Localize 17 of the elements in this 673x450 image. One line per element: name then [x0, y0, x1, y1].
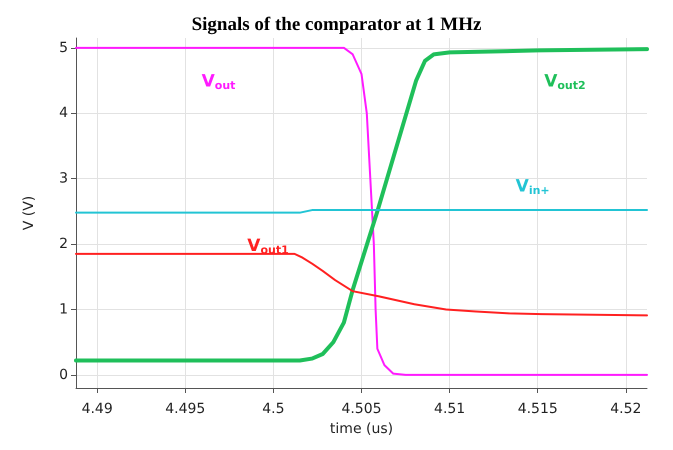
x-axis-title: time (us): [330, 421, 394, 437]
chart-title: Signals of the comparator at 1 MHz: [192, 14, 482, 35]
y-tick-label: 4: [59, 105, 68, 122]
x-tick-label: 4.495: [165, 401, 206, 417]
y-axis-title: V (V): [21, 196, 37, 230]
line-series: [75, 252, 648, 316]
y-tick-label: 1: [59, 301, 68, 318]
x-tick-label: 4.52: [610, 401, 642, 417]
y-tick-label: 3: [59, 170, 68, 187]
x-tick-label: 4.505: [341, 401, 382, 417]
y-tick-label: 0: [59, 366, 68, 383]
x-tick-label: 4.51: [434, 401, 466, 417]
x-tick-label: 4.515: [518, 401, 558, 417]
y-tick-label: 2: [59, 236, 68, 252]
x-tick-label: 4.5: [262, 401, 285, 417]
y-tick-label: 5: [59, 40, 68, 56]
x-tick-label: 4.49: [82, 401, 113, 417]
